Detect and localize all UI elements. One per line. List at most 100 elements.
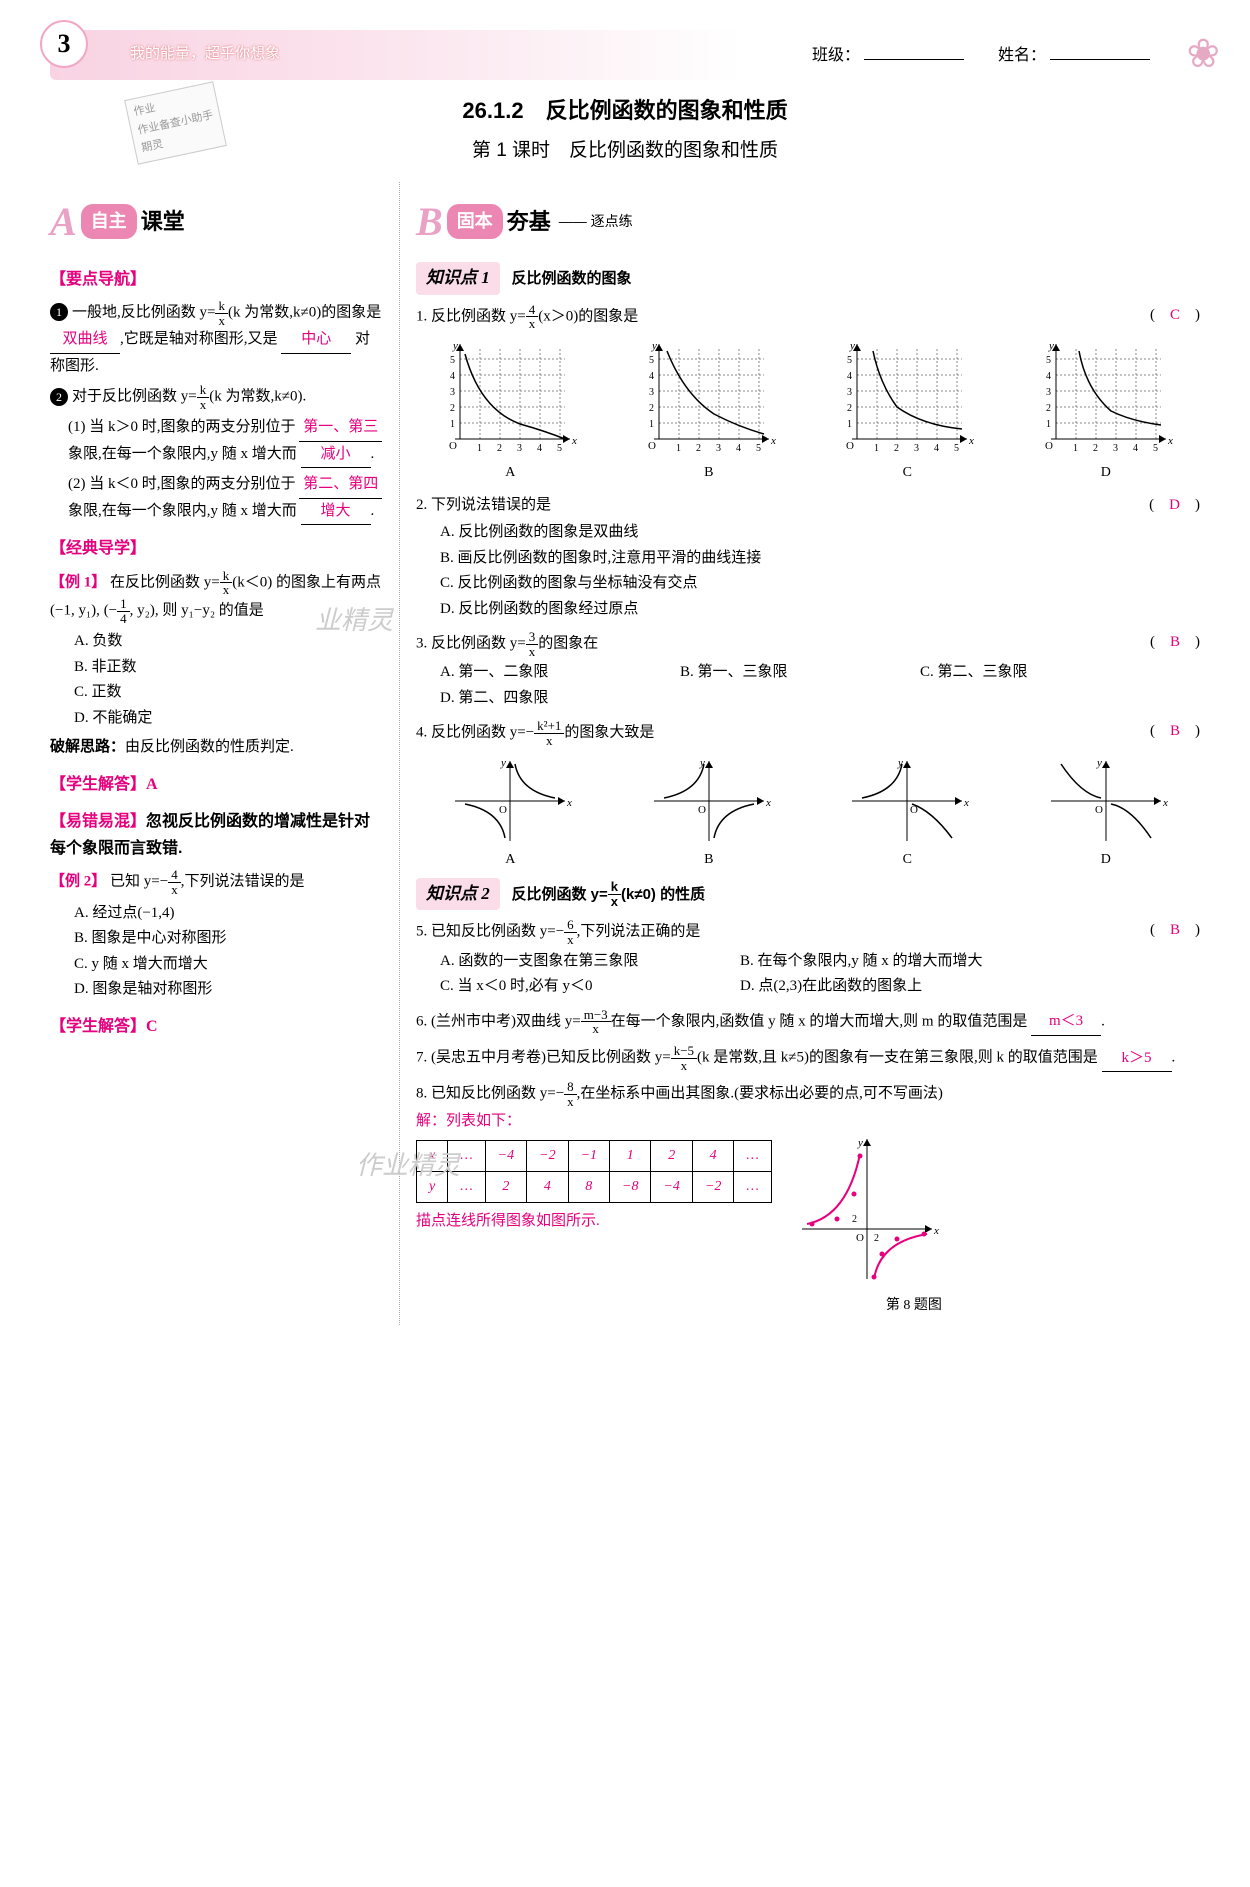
svg-text:2: 2 [497,443,502,454]
section-a-pill: 自主 [81,204,137,239]
example-2-answer: 【学生解答】C [50,1013,383,1040]
opt-a: A. 负数 [74,629,274,655]
svg-text:5: 5 [557,443,562,454]
section-a-tail: 课堂 [141,203,185,240]
blank-5[interactable]: 第二、第四 [299,472,382,499]
opt-c: C. y 随 x 增大而增大 [74,952,383,978]
svg-text:O: O [1095,804,1103,816]
q6-blank[interactable]: m＜3 [1031,1009,1101,1036]
q8-table: x … −4 −2 −1 1 2 4 … y [416,1140,772,1203]
example-1-options: A. 负数 B. 非正数 C. 正数 D. 不能确定 [50,629,383,731]
svg-text:y: y [699,757,705,769]
point-2-2: (2) 当 k＜0 时,图象的两支分别位于 第二、第四 象限,在每一个象限内,y… [50,472,383,525]
q4-chart-b: xyO [644,756,774,846]
section-b-header: B 固本 夯基 —— 逐点练 [416,188,1200,256]
svg-text:1: 1 [1073,443,1078,454]
opt-b: B. 图象是中心对称图形 [74,926,383,952]
blank-1[interactable]: 双曲线 [50,327,120,354]
q1-answer: C [1170,307,1180,323]
svg-text:4: 4 [1046,371,1051,382]
svg-text:4: 4 [537,443,542,454]
blank-6[interactable]: 增大 [301,499,371,526]
svg-text:2: 2 [1093,443,1098,454]
svg-text:2: 2 [450,403,455,414]
right-column: B 固本 夯基 —— 逐点练 知识点 1 反比例函数的图象 1. 反比例函数 y… [400,182,1200,1326]
opt-a: A. 函数的一支图象在第三象限 [440,949,700,975]
example-2-options: A. 经过点(−1,4) B. 图象是中心对称图形 C. y 随 x 增大而增大… [50,901,383,1003]
opt-b: B. 第一、三象限 [680,660,880,686]
svg-text:x: x [968,435,974,447]
section-b-tail: 夯基 [507,203,551,240]
point-1: 1一般地,反比例函数 y=kx(k 为常数,k≠0)的图象是 双曲线,它既是轴对… [50,299,383,379]
svg-text:3: 3 [847,387,852,398]
example-1-answer: 【学生解答】A [50,771,383,798]
opt-c: C. 当 x＜0 时,必有 y＜0 [440,974,700,1000]
q5-answer: B [1170,922,1180,938]
nav-heading: 【要点导航】 [50,266,383,293]
svg-text:y: y [897,757,903,769]
svg-text:O: O [698,804,706,816]
q8-solution-end: 描点连线所得图象如图所示. [416,1209,772,1235]
svg-text:y: y [1048,340,1054,352]
question-5: 5. 已知反比例函数 y=−6x,下列说法正确的是 ( B ) A. 函数的一支… [416,918,1200,999]
slogan: 我的能量，超乎你想象 [130,42,280,68]
opt-b: B. 画反比例函数的图象时,注意用平滑的曲线连接 [440,546,1200,572]
mistake-heading: 【易错易混】忽视反比例函数的增减性是针对每个象限而言致错. [50,808,383,862]
svg-text:y: y [500,757,506,769]
opt-b: B. 非正数 [74,655,274,681]
opt-c: C. 正数 [74,680,274,706]
svg-text:3: 3 [716,443,721,454]
section-b-letter: B [416,188,443,256]
corner-flourish-icon: ❀ [1186,20,1220,88]
kp2-badge: 知识点 2 [416,878,500,911]
blank-2[interactable]: 中心 [281,327,351,354]
section-b-sub: —— 逐点练 [559,210,633,234]
blank-4[interactable]: 减小 [301,442,371,469]
svg-text:5: 5 [954,443,959,454]
svg-text:2: 2 [1046,403,1051,414]
kp2-title: 反比例函数 y=kx(k≠0) 的性质 [512,886,706,903]
main-title: 26.1.2 反比例函数的图象和性质 [50,92,1200,129]
svg-text:4: 4 [1133,443,1138,454]
q4-answer: B [1170,723,1180,739]
svg-text:2: 2 [894,443,899,454]
blank-3[interactable]: 第一、第三 [299,415,382,442]
svg-text:5: 5 [847,355,852,366]
question-7: 7. (吴忠五中月考卷)已知反比例函数 y=k−5x(k 是常数,且 k≠5)的… [416,1044,1200,1072]
svg-text:5: 5 [649,355,654,366]
svg-text:O: O [1045,440,1053,452]
opt-d: D. 点(2,3)在此函数的图象上 [740,974,1060,1000]
kp1-title: 反比例函数的图象 [512,270,632,287]
svg-text:1: 1 [649,419,654,430]
svg-text:4: 4 [736,443,741,454]
name-blank[interactable] [1050,40,1150,60]
svg-text:1: 1 [1046,419,1051,430]
q8-solution-label: 解：列表如下： [416,1109,1200,1135]
class-blank[interactable] [864,40,964,60]
example-1-hint: 破解思路：由反比例函数的性质判定. [50,735,383,761]
opt-d: D. 图象是轴对称图形 [74,977,383,1003]
svg-text:1: 1 [477,443,482,454]
svg-text:x: x [963,797,969,809]
svg-text:5: 5 [756,443,761,454]
svg-text:x: x [566,797,572,809]
svg-text:1: 1 [847,419,852,430]
svg-text:O: O [856,1232,864,1244]
name-label: 姓名： [998,47,1046,64]
q3-answer: B [1170,634,1180,650]
opt-c: C. 第二、三象限 [920,660,1120,686]
opt-a: A. 第一、二象限 [440,660,640,686]
q7-blank[interactable]: k＞5 [1102,1046,1172,1073]
svg-text:3: 3 [450,387,455,398]
section-a-letter: A [50,188,77,256]
question-1: 1. 反比例函数 y=4x(x＞0)的图象是 ( C ) [416,303,1200,331]
q1-chart-b: Oxy 12345 12345 [634,339,784,459]
left-column: A 自主 课堂 【要点导航】 1一般地,反比例函数 y=kx(k 为常数,k≠0… [50,182,400,1326]
svg-text:x: x [1162,797,1168,809]
page-number: 3 [40,20,88,68]
point-2-1: (1) 当 k＞0 时,图象的两支分别位于 第一、第三 象限,在每一个象限内,y… [50,415,383,468]
svg-text:y: y [1096,757,1102,769]
opt-d: D. 第二、四象限 [440,686,640,712]
svg-text:O: O [499,804,507,816]
opt-d: D. 反比例函数的图象经过原点 [440,597,1200,623]
